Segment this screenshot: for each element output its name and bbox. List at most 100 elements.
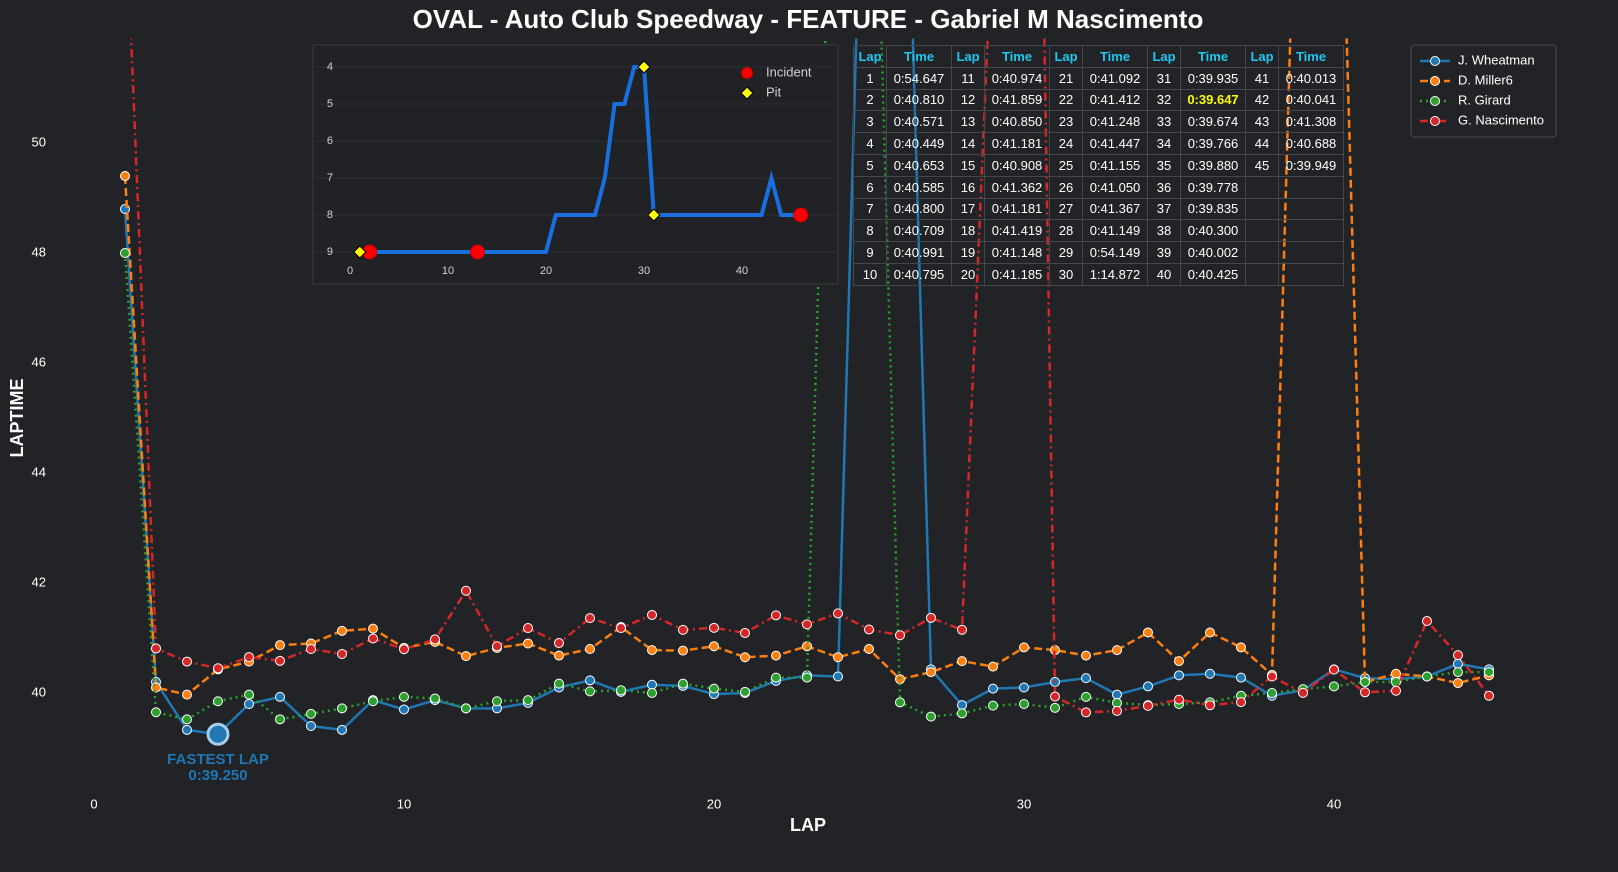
data-point bbox=[337, 703, 347, 714]
data-point bbox=[306, 708, 316, 719]
data-point bbox=[1422, 616, 1432, 627]
legend-marker bbox=[1430, 56, 1440, 66]
lap-time: 0:40.300 bbox=[1180, 219, 1246, 243]
lap-number: 10 bbox=[853, 262, 887, 286]
event-marker bbox=[637, 60, 651, 74]
y-tick-label: 4 bbox=[327, 61, 333, 73]
data-point bbox=[151, 707, 161, 718]
header-cell: Lap bbox=[853, 45, 887, 68]
data-point bbox=[585, 644, 595, 654]
data-point bbox=[957, 700, 967, 711]
header-cell: Lap bbox=[1147, 45, 1181, 68]
data-point bbox=[368, 623, 378, 634]
lap-time: 0:41.248 bbox=[1082, 110, 1148, 134]
data-point bbox=[1329, 664, 1339, 675]
lap-number: 4 bbox=[853, 132, 887, 155]
lap-time: 0:54.647 bbox=[886, 66, 952, 90]
lap-time: 0:40.974 bbox=[984, 66, 1050, 90]
data-point bbox=[275, 655, 285, 666]
data-point bbox=[1081, 650, 1091, 661]
event-marker bbox=[353, 245, 367, 259]
data-point bbox=[430, 693, 440, 704]
lap-number: 9 bbox=[853, 241, 887, 264]
lap-number: 21 bbox=[1049, 66, 1083, 90]
lap-number: 1 bbox=[853, 66, 887, 90]
position-line bbox=[359, 65, 801, 254]
data-point bbox=[957, 624, 967, 635]
fastest-lap-marker bbox=[206, 722, 230, 746]
legend-label: D. Miller6 bbox=[1458, 72, 1513, 87]
empty-cell bbox=[1245, 241, 1279, 264]
header-cell: Time bbox=[886, 45, 952, 68]
data-point bbox=[1081, 691, 1091, 702]
data-point bbox=[771, 610, 781, 621]
event-marker bbox=[793, 207, 809, 223]
data-point bbox=[1019, 699, 1029, 709]
data-point bbox=[585, 613, 595, 624]
lap-number: 29 bbox=[1049, 241, 1083, 264]
lap-number: 14 bbox=[951, 132, 985, 155]
data-point bbox=[771, 672, 781, 683]
lap-time: 0:40.795 bbox=[886, 262, 952, 286]
lap-number: 27 bbox=[1049, 197, 1083, 221]
data-point bbox=[151, 682, 161, 693]
lap-number: 44 bbox=[1245, 132, 1279, 155]
x-tick-label: 30 bbox=[1017, 796, 1031, 811]
lap-time: 0:39.835 bbox=[1180, 197, 1246, 221]
data-point bbox=[461, 703, 471, 714]
header-cell: Lap bbox=[1245, 45, 1279, 68]
data-point bbox=[833, 608, 843, 619]
lap-time: 0:39.880 bbox=[1180, 153, 1246, 177]
data-point bbox=[554, 650, 564, 661]
data-point bbox=[1391, 668, 1401, 679]
data-point bbox=[988, 700, 998, 711]
data-point bbox=[895, 697, 905, 708]
x-tick-label: 40 bbox=[1327, 796, 1341, 811]
legend-label: G. Nascimento bbox=[1458, 112, 1544, 127]
y-tick-label: 50 bbox=[32, 134, 46, 149]
data-point bbox=[678, 624, 688, 635]
data-point bbox=[647, 679, 657, 690]
table-row: 6 0:40.585 16 0:41.362 26 0:41.050 36 0:39.778 bbox=[853, 175, 1344, 199]
data-point bbox=[1329, 681, 1339, 692]
legend-box bbox=[1410, 44, 1557, 138]
legend-marker bbox=[1430, 76, 1440, 86]
header-cell: Time bbox=[984, 45, 1050, 68]
lap-number: 39 bbox=[1147, 241, 1181, 264]
y-tick-label: 6 bbox=[327, 135, 333, 147]
legend-marker bbox=[740, 86, 754, 100]
data-point bbox=[554, 678, 564, 689]
data-point bbox=[740, 686, 750, 697]
data-point bbox=[461, 651, 471, 662]
header-cell: Lap bbox=[951, 45, 985, 68]
y-tick-label: 42 bbox=[32, 574, 46, 589]
data-point bbox=[306, 721, 316, 731]
lap-number: 17 bbox=[951, 197, 985, 221]
empty-cell bbox=[1245, 262, 1279, 286]
lap-time: 0:40.850 bbox=[984, 110, 1050, 134]
data-point bbox=[1205, 627, 1215, 638]
annotation: FASTEST LAP bbox=[167, 751, 269, 768]
data-point bbox=[740, 652, 750, 663]
legend-marker bbox=[741, 67, 753, 79]
lap-number: 45 bbox=[1245, 153, 1279, 177]
lap-number: 12 bbox=[951, 88, 985, 112]
lap-time: 1:14.872 bbox=[1082, 262, 1148, 286]
data-point bbox=[275, 691, 285, 702]
data-point bbox=[1236, 697, 1246, 708]
empty-cell bbox=[1278, 197, 1344, 221]
data-point bbox=[616, 623, 626, 634]
data-point bbox=[492, 696, 502, 707]
lap-number: 40 bbox=[1147, 262, 1181, 286]
legend-label: J. Wheatman bbox=[1458, 52, 1535, 67]
data-point bbox=[833, 671, 843, 682]
data-point bbox=[709, 683, 719, 694]
x-tick-label: 10 bbox=[442, 265, 454, 277]
lap-time: 0:39.647 bbox=[1180, 88, 1246, 112]
header-row: Lap Time Lap Time Lap Time Lap Time Lap Time bbox=[853, 45, 1344, 68]
data-point bbox=[1081, 673, 1091, 684]
data-point bbox=[1081, 707, 1091, 718]
data-point bbox=[337, 625, 347, 636]
data-point bbox=[1112, 689, 1122, 700]
table-row: 3 0:40.571 13 0:40.850 23 0:41.248 33 0:39.674 4… bbox=[853, 110, 1344, 134]
